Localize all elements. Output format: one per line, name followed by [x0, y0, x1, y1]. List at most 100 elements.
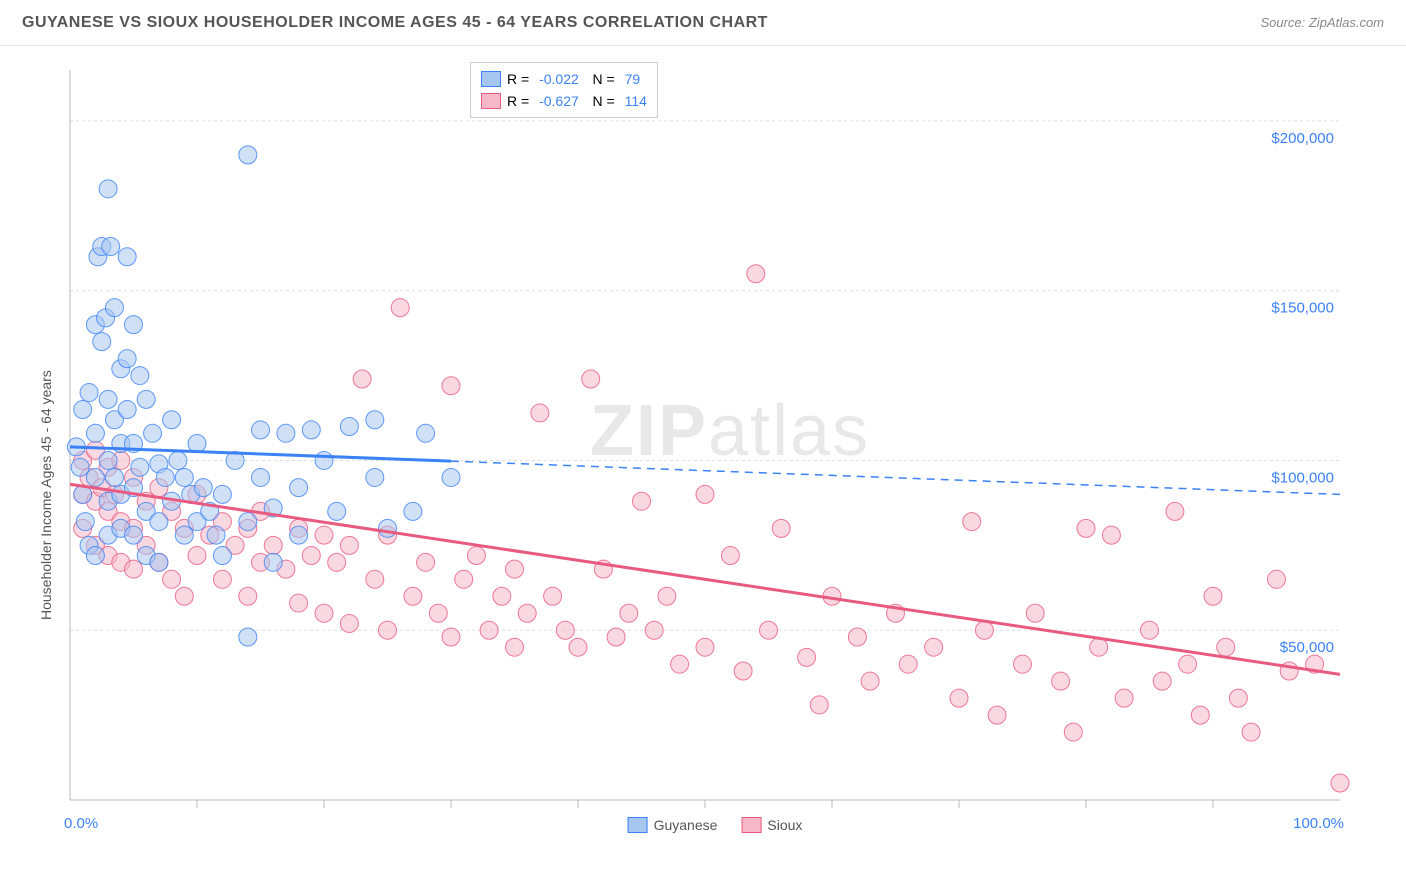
- data-point: [1014, 655, 1032, 673]
- y-tick-label: $200,000: [1271, 130, 1334, 147]
- stats-row-2: R = -0.627 N = 114: [481, 90, 647, 112]
- data-point: [379, 621, 397, 639]
- data-point: [239, 628, 257, 646]
- data-point: [80, 384, 98, 402]
- data-point: [417, 553, 435, 571]
- data-point: [125, 526, 143, 544]
- data-point: [620, 604, 638, 622]
- data-point: [1204, 587, 1222, 605]
- data-point: [102, 238, 120, 256]
- data-point: [734, 662, 752, 680]
- data-point: [544, 587, 562, 605]
- data-point: [1229, 689, 1247, 707]
- data-point: [1026, 604, 1044, 622]
- data-point: [328, 502, 346, 520]
- legend-item: Sioux: [741, 817, 802, 833]
- data-point: [213, 485, 231, 503]
- data-point: [353, 370, 371, 388]
- data-point: [1217, 638, 1235, 656]
- data-point: [252, 468, 270, 486]
- data-point: [1268, 570, 1286, 588]
- swatch-series-1: [481, 71, 501, 87]
- stats-legend: R = -0.022 N = 79 R = -0.627 N = 114: [470, 62, 658, 118]
- data-point: [290, 594, 308, 612]
- data-point: [1191, 706, 1209, 724]
- legend-swatch: [741, 817, 761, 833]
- data-point: [645, 621, 663, 639]
- scatter-plot: $50,000$100,000$150,000$200,0000.0%100.0…: [50, 60, 1380, 835]
- data-point: [518, 604, 536, 622]
- y-tick-label: $150,000: [1271, 300, 1334, 317]
- data-point: [239, 146, 257, 164]
- data-point: [150, 513, 168, 531]
- data-point: [239, 513, 257, 531]
- data-point: [1052, 672, 1070, 690]
- data-point: [658, 587, 676, 605]
- data-point: [125, 560, 143, 578]
- data-point: [188, 434, 206, 452]
- data-point: [493, 587, 511, 605]
- data-point: [86, 424, 104, 442]
- data-point: [455, 570, 473, 588]
- data-point: [1166, 502, 1184, 520]
- chart-header: GUYANESE VS SIOUX HOUSEHOLDER INCOME AGE…: [0, 0, 1406, 46]
- data-point: [1331, 774, 1349, 792]
- data-point: [467, 547, 485, 565]
- data-point: [328, 553, 346, 571]
- data-point: [379, 519, 397, 537]
- data-point: [340, 536, 358, 554]
- data-point: [442, 377, 460, 395]
- data-point: [1141, 621, 1159, 639]
- chart-source: Source: ZipAtlas.com: [1260, 15, 1384, 30]
- data-point: [93, 333, 111, 351]
- data-point: [950, 689, 968, 707]
- data-point: [302, 421, 320, 439]
- data-point: [442, 468, 460, 486]
- data-point: [86, 468, 104, 486]
- legend-label: Sioux: [767, 817, 802, 833]
- data-point: [163, 411, 181, 429]
- data-point: [366, 570, 384, 588]
- data-point: [810, 696, 828, 714]
- data-point: [760, 621, 778, 639]
- data-point: [277, 424, 295, 442]
- data-point: [105, 299, 123, 317]
- data-point: [506, 638, 524, 656]
- data-point: [442, 628, 460, 646]
- data-point: [963, 513, 981, 531]
- data-point: [76, 513, 94, 531]
- bottom-legend: Guyanese Sioux: [628, 817, 803, 833]
- data-point: [99, 180, 117, 198]
- data-point: [290, 526, 308, 544]
- data-point: [188, 547, 206, 565]
- data-point: [71, 458, 89, 476]
- data-point: [607, 628, 625, 646]
- data-point: [556, 621, 574, 639]
- r-value-2: -0.627: [539, 93, 579, 109]
- data-point: [156, 468, 174, 486]
- data-point: [169, 451, 187, 469]
- data-point: [194, 479, 212, 497]
- data-point: [99, 451, 117, 469]
- swatch-series-2: [481, 93, 501, 109]
- n-value-2: 114: [625, 93, 647, 109]
- data-point: [74, 401, 92, 419]
- data-point: [315, 604, 333, 622]
- data-point: [1242, 723, 1260, 741]
- data-point: [506, 560, 524, 578]
- chart-area: Householder Income Ages 45 - 64 years $5…: [50, 60, 1380, 835]
- data-point: [798, 648, 816, 666]
- data-point: [404, 502, 422, 520]
- legend-label: Guyanese: [654, 817, 718, 833]
- data-point: [975, 621, 993, 639]
- data-point: [772, 519, 790, 537]
- chart-title: GUYANESE VS SIOUX HOUSEHOLDER INCOME AGE…: [22, 14, 768, 32]
- data-point: [429, 604, 447, 622]
- data-point: [252, 421, 270, 439]
- data-point: [1115, 689, 1133, 707]
- x-min-label: 0.0%: [64, 815, 98, 832]
- data-point: [150, 553, 168, 571]
- data-point: [302, 547, 320, 565]
- stats-row-1: R = -0.022 N = 79: [481, 68, 647, 90]
- data-point: [131, 367, 149, 385]
